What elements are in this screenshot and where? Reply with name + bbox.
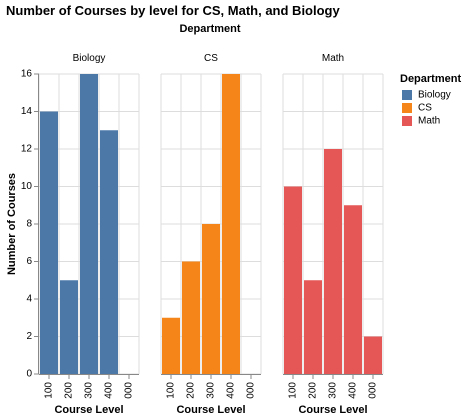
bar-math-400 xyxy=(344,205,362,374)
bar-biology-200 xyxy=(60,280,78,374)
x-tick-label: 300 xyxy=(206,382,217,399)
legend-swatch-cs xyxy=(402,103,412,113)
x-axis-title: Course Level xyxy=(54,404,123,416)
x-tick-label: 000 xyxy=(246,382,257,399)
x-tick-label: 100 xyxy=(44,382,55,399)
facet-label: Biology xyxy=(73,53,106,64)
facet-label: Math xyxy=(322,53,344,64)
legend-swatch-math xyxy=(402,116,412,126)
bar-math-300 xyxy=(324,149,342,374)
y-tick-label: 6 xyxy=(26,256,32,267)
bar-cs-100 xyxy=(162,317,180,374)
x-tick-label: 000 xyxy=(124,382,135,399)
x-tick-label: 200 xyxy=(64,382,75,399)
x-tick-label: 400 xyxy=(348,382,359,399)
x-tick-label: 200 xyxy=(186,382,197,399)
legend-label-biology: Biology xyxy=(418,90,451,101)
x-tick-label: 000 xyxy=(368,382,379,399)
legend: Department Biology CS Math xyxy=(400,73,461,127)
legend-swatch-biology xyxy=(402,90,412,100)
y-tick-label: 14 xyxy=(21,106,33,117)
bar-math-100 xyxy=(284,186,302,374)
y-axis-title: Number of Courses xyxy=(6,173,18,275)
bar-biology-100 xyxy=(40,111,58,374)
chart-title: Number of Courses by level for CS, Math,… xyxy=(6,3,340,18)
legend-label-cs: CS xyxy=(418,103,432,114)
bar-cs-400 xyxy=(222,74,240,374)
facet-header: Department xyxy=(179,23,240,35)
x-tick-label: 100 xyxy=(166,382,177,399)
y-tick-label: 12 xyxy=(21,144,33,155)
bar-math-000 xyxy=(364,336,382,374)
bar-biology-400 xyxy=(100,130,118,374)
facet-label: CS xyxy=(204,53,218,64)
bar-cs-200 xyxy=(182,261,200,374)
x-tick-label: 400 xyxy=(226,382,237,399)
bar-biology-300 xyxy=(80,74,98,374)
x-axis-title: Course Level xyxy=(176,404,245,416)
bar-math-200 xyxy=(304,280,322,374)
y-tick-label: 2 xyxy=(26,331,32,342)
x-axis-title: Course Level xyxy=(298,404,367,416)
x-tick-label: 300 xyxy=(328,382,339,399)
legend-title: Department xyxy=(400,73,461,85)
y-tick-label: 8 xyxy=(26,219,32,230)
x-tick-label: 100 xyxy=(288,382,299,399)
y-tick-label: 16 xyxy=(21,69,33,80)
x-tick-label: 300 xyxy=(84,382,95,399)
x-tick-label: 400 xyxy=(104,382,115,399)
y-tick-label: 4 xyxy=(26,294,32,305)
x-tick-label: 200 xyxy=(308,382,319,399)
y-tick-label: 10 xyxy=(21,181,33,192)
legend-label-math: Math xyxy=(418,116,440,127)
bar-cs-300 xyxy=(202,224,220,374)
y-tick-label: 0 xyxy=(26,369,32,380)
